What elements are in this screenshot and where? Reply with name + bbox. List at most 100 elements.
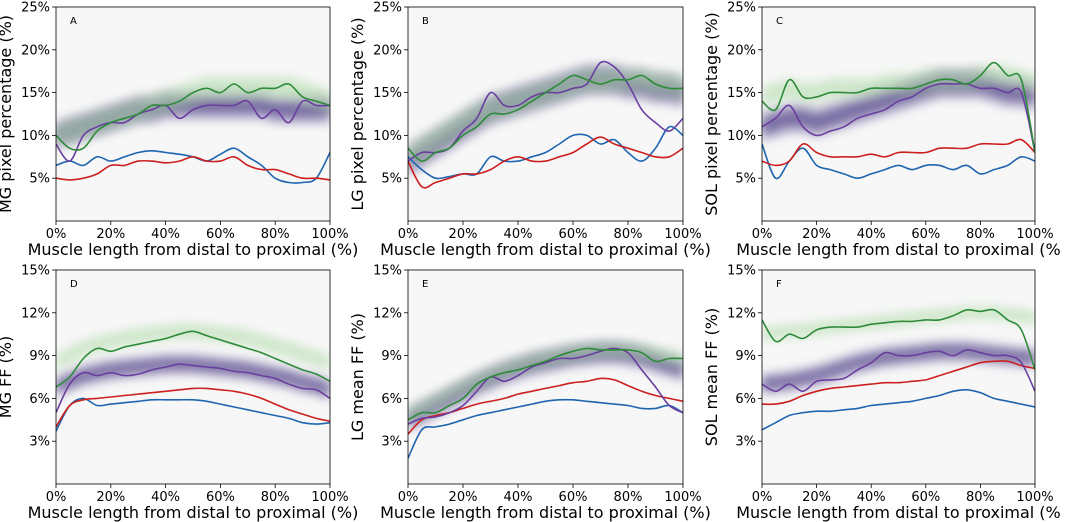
x-tick-label: 40%	[857, 227, 886, 242]
panel-letter: F	[776, 279, 782, 290]
density-band-green	[408, 66, 683, 170]
plot-content	[762, 305, 1035, 431]
plot-area	[408, 7, 683, 221]
x-tick-label: 80%	[966, 227, 995, 242]
y-axis-label: SOL mean FF (%)	[702, 308, 721, 446]
x-tick-label: 0%	[46, 490, 67, 505]
x-tick-label: 60%	[559, 227, 588, 242]
series-line-green	[762, 61, 1035, 153]
y-tick-label: 9%	[29, 349, 50, 364]
y-tick-label: 12%	[373, 306, 402, 321]
plot-frame	[55, 269, 331, 485]
x-tick-label: 60%	[911, 227, 940, 242]
y-tick-label: 15%	[21, 264, 50, 279]
x-tick-label: 40%	[504, 490, 533, 505]
plot-frame	[407, 6, 684, 222]
y-tick-label: 5%	[381, 172, 402, 187]
y-tick-label: 20%	[373, 43, 402, 58]
x-tick-label: 40%	[857, 490, 886, 505]
series-line-green	[408, 74, 683, 162]
series-line-red	[56, 155, 330, 181]
plot-content	[56, 75, 330, 184]
series-line-green	[408, 347, 683, 421]
x-tick-label: 40%	[504, 227, 533, 242]
y-axis-label: LG pixel percentage (%)	[348, 17, 367, 210]
x-axis-label: Muscle length from distal to proximal (%…	[380, 240, 711, 259]
panel-letter: D	[70, 279, 78, 290]
y-tick-label: 20%	[727, 43, 756, 58]
series-line-red	[762, 360, 1035, 406]
series-line-blue	[762, 388, 1035, 431]
panel-letter: E	[422, 279, 428, 290]
y-tick-label: 15%	[727, 264, 756, 279]
y-tick-label: 5%	[735, 172, 756, 187]
series-line-red	[408, 136, 683, 189]
x-axis-label: Muscle length from distal to proximal (%…	[380, 503, 711, 522]
x-tick-label: 100%	[664, 227, 701, 242]
series-line-red	[56, 387, 330, 428]
panel-b: 0% 20% 40% 60% 80% 100% 5% 10% 15% 20% 25% Muscle l…	[348, 1, 711, 260]
panel-letter: C	[776, 16, 783, 27]
panel-letter: A	[70, 16, 77, 27]
x-tick-label: 20%	[802, 490, 831, 505]
plot-frame	[761, 269, 1036, 485]
x-tick-label: 40%	[151, 490, 180, 505]
x-tick-label: 60%	[911, 490, 940, 505]
series-line-blue	[408, 125, 683, 180]
x-axis-label: Muscle length from distal to proximal (%…	[28, 240, 359, 259]
y-tick-label: 25%	[21, 1, 50, 16]
y-tick-label: 12%	[21, 306, 50, 321]
x-tick-label: 0%	[398, 227, 419, 242]
x-axis-label: Muscle length from distal to proximal (%…	[28, 503, 359, 522]
density-core-green	[56, 82, 330, 142]
x-tick-label: 80%	[261, 227, 290, 242]
x-tick-label: 80%	[614, 490, 643, 505]
y-tick-label: 10%	[727, 129, 756, 144]
plot-frame	[407, 269, 684, 485]
plot-content	[762, 61, 1035, 180]
x-tick-label: 20%	[96, 490, 125, 505]
x-axis-label: Muscle length from distal to proximal (%	[736, 503, 1061, 522]
x-tick-label: 80%	[966, 490, 995, 505]
y-axis-label: LG mean FF (%)	[348, 313, 367, 441]
series-line-purple	[762, 82, 1035, 153]
y-tick-label: 20%	[21, 43, 50, 58]
y-tick-label: 3%	[29, 435, 50, 450]
x-tick-label: 0%	[398, 490, 419, 505]
y-tick-label: 3%	[381, 435, 402, 450]
y-tick-label: 15%	[21, 86, 50, 101]
y-tick-label: 5%	[29, 172, 50, 187]
panel-letter: B	[422, 16, 429, 27]
x-tick-label: 60%	[206, 227, 235, 242]
y-axis-label: MG pixel percentage (%)	[0, 15, 15, 213]
panel-e: 0% 20% 40% 60% 80% 100% 3% 6% 9% 12% 15% Muscle len…	[348, 264, 711, 522]
x-tick-label: 20%	[449, 227, 478, 242]
plot-frame	[761, 6, 1036, 222]
y-tick-label: 9%	[381, 349, 402, 364]
density-core-green	[56, 327, 330, 367]
series-line-purple	[408, 347, 683, 425]
density-core-green	[762, 70, 1035, 102]
x-tick-label: 0%	[46, 227, 67, 242]
y-tick-label: 10%	[21, 129, 50, 144]
series-line-purple	[762, 349, 1035, 393]
series-line-green	[762, 308, 1035, 371]
series-line-red	[762, 138, 1035, 167]
x-tick-label: 80%	[614, 227, 643, 242]
y-tick-label: 10%	[373, 129, 402, 144]
y-tick-label: 6%	[381, 392, 402, 407]
y-tick-label: 6%	[29, 392, 50, 407]
series-line-green	[56, 330, 330, 388]
panel-c: 0% 20% 40% 60% 80% 100% 5% 10% 15% 20% 25% Muscle l…	[702, 1, 1061, 260]
x-tick-label: 80%	[261, 490, 290, 505]
y-axis-label: MG FF (%)	[0, 336, 15, 418]
y-tick-label: 25%	[727, 1, 756, 16]
y-axis-label: SOL pixel percentage (%)	[702, 12, 721, 216]
plot-content	[408, 341, 683, 459]
x-tick-label: 100%	[664, 490, 701, 505]
y-tick-label: 15%	[727, 86, 756, 101]
x-tick-label: 60%	[206, 490, 235, 505]
density-band-purple	[408, 341, 683, 432]
density-core-purple	[56, 359, 330, 395]
